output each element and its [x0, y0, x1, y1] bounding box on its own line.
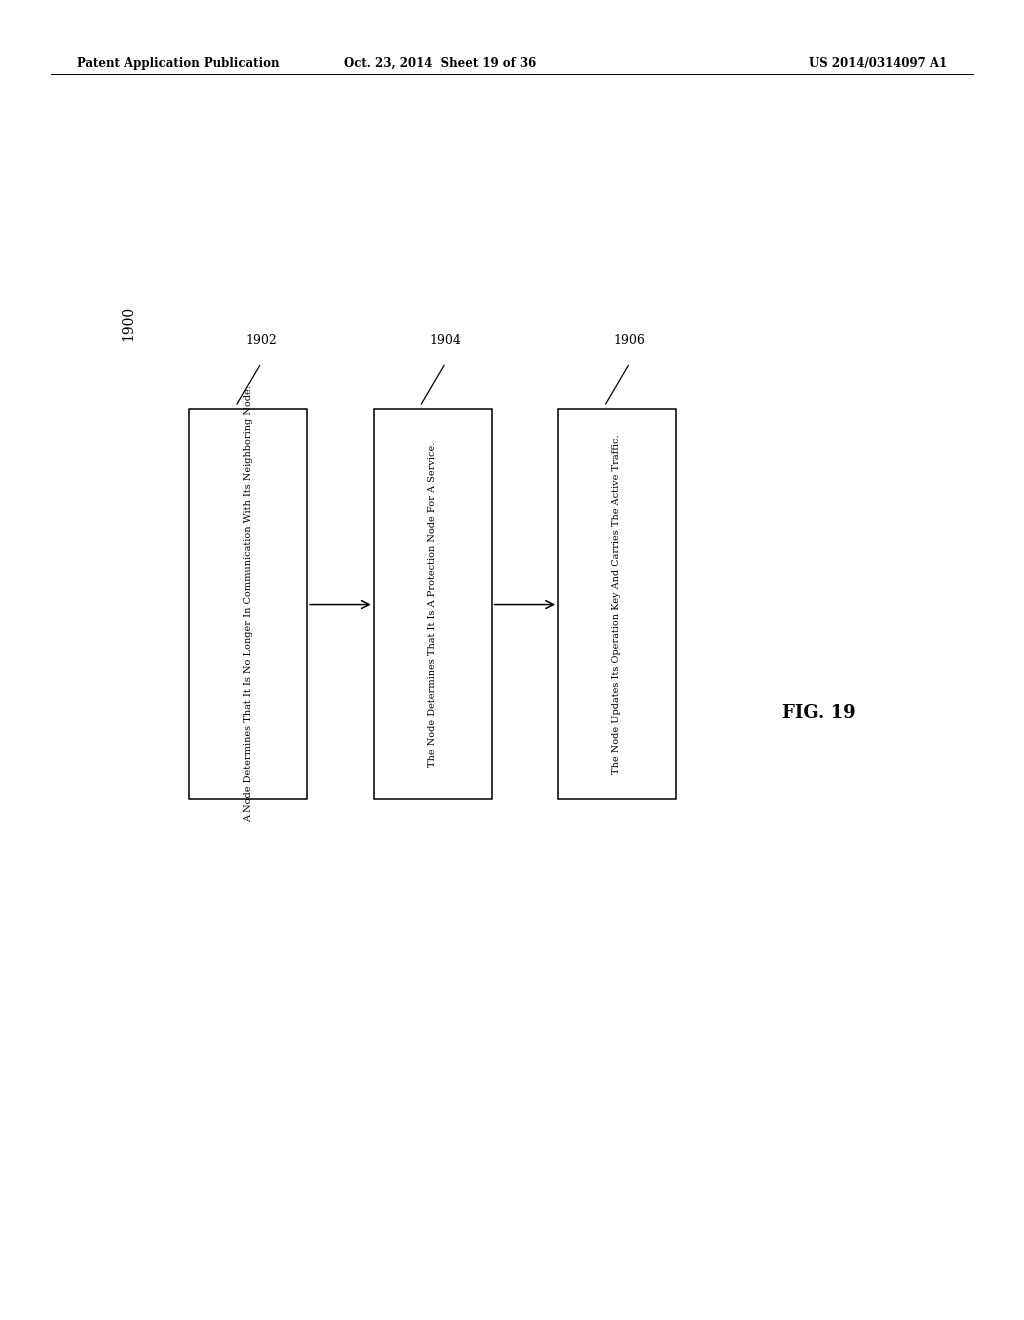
Text: The Node Determines That It Is A Protection Node For A Service.: The Node Determines That It Is A Protect… [428, 441, 437, 767]
Text: 1900: 1900 [121, 306, 135, 341]
Text: US 2014/0314097 A1: US 2014/0314097 A1 [809, 57, 947, 70]
Bar [374, 409, 492, 799]
Text: Patent Application Publication: Patent Application Publication [77, 57, 280, 70]
Bar [558, 409, 676, 799]
Text: A Node Determines That It Is No Longer In Communication With Its Neighboring Nod: A Node Determines That It Is No Longer I… [244, 385, 253, 822]
Text: 1906: 1906 [613, 334, 646, 347]
Text: 1902: 1902 [245, 334, 278, 347]
Text: 1904: 1904 [429, 334, 462, 347]
Bar [189, 409, 307, 799]
Text: FIG. 19: FIG. 19 [782, 704, 856, 722]
Text: Oct. 23, 2014  Sheet 19 of 36: Oct. 23, 2014 Sheet 19 of 36 [344, 57, 537, 70]
Text: The Node Updates Its Operation Key And Carries The Active Traffic.: The Node Updates Its Operation Key And C… [612, 434, 622, 774]
